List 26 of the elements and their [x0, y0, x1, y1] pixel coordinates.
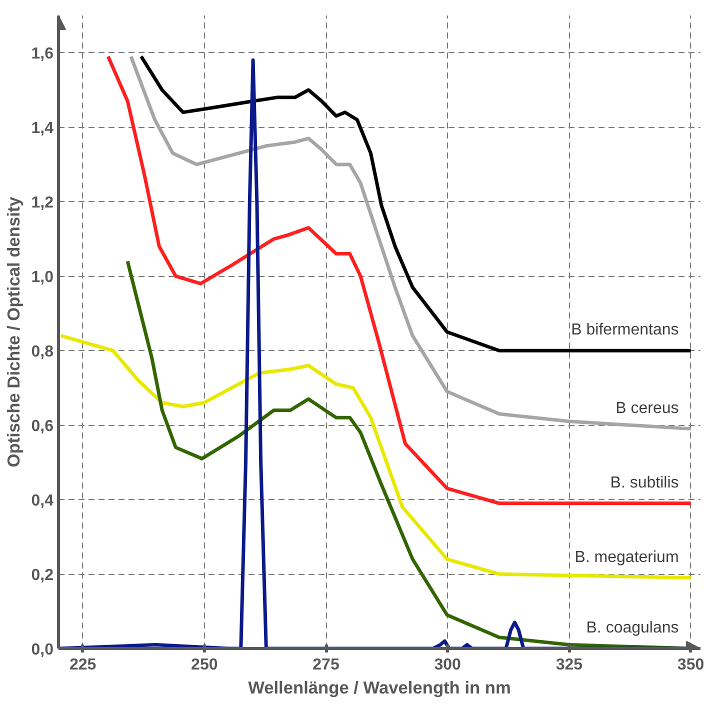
y-tick-label: 0,0 [31, 642, 54, 658]
series-label: B. megaterium [574, 548, 679, 566]
x-tick-label: 275 [312, 656, 340, 674]
x-axis-title: Wellenlänge / Wavelength in nm [248, 678, 511, 698]
x-tick-label: 300 [434, 656, 462, 674]
y-tick-label: 1,2 [31, 194, 54, 212]
x-tick-label: 250 [191, 656, 218, 674]
series-label: B bifermentans [571, 322, 679, 339]
y-tick-label: 1,0 [31, 269, 54, 286]
line-series [139, 54, 693, 352]
y-tick-label: 1,6 [31, 46, 54, 63]
series-label: B. coagulans [586, 620, 679, 636]
y-tick-label: 0,2 [31, 567, 54, 584]
x-tick-label: 225 [69, 656, 96, 674]
series-label: B cereus [616, 400, 679, 417]
x-tick-label: 325 [556, 656, 583, 674]
line-series [106, 54, 693, 506]
y-tick-label: 0,4 [31, 492, 54, 510]
series-label: B. subtilis [610, 474, 679, 492]
line-series [129, 54, 693, 431]
y-axis-title: Optische Dichte / Optical density [3, 196, 24, 468]
line-series [59, 334, 693, 580]
y-tick-label: 0,8 [31, 344, 54, 361]
y-tick-label: 1,4 [31, 120, 54, 138]
x-tick-label: 350 [677, 656, 704, 674]
y-tick-label: 0,6 [31, 418, 54, 436]
